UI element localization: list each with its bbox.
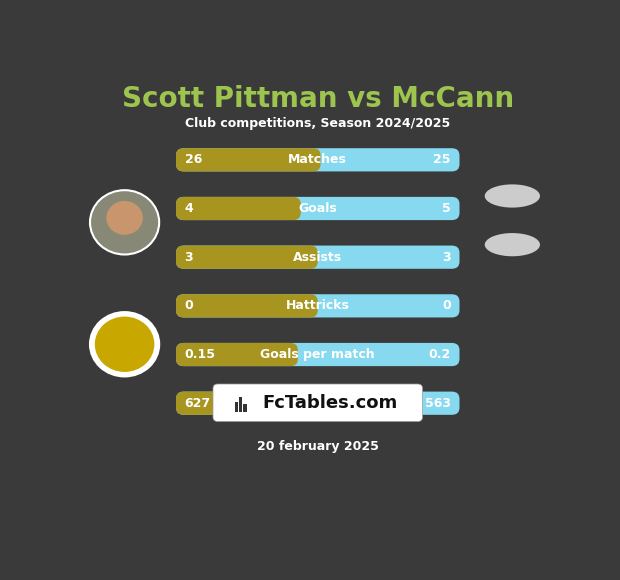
FancyBboxPatch shape xyxy=(176,148,459,172)
FancyBboxPatch shape xyxy=(176,294,459,317)
Text: 627: 627 xyxy=(185,397,211,409)
Text: 4: 4 xyxy=(185,202,193,215)
FancyBboxPatch shape xyxy=(243,404,247,412)
FancyBboxPatch shape xyxy=(176,343,459,366)
Circle shape xyxy=(90,190,159,255)
Text: 3: 3 xyxy=(185,251,193,264)
Text: 26: 26 xyxy=(185,153,202,166)
Circle shape xyxy=(107,201,143,235)
FancyBboxPatch shape xyxy=(176,245,459,269)
Circle shape xyxy=(90,312,159,376)
Text: Hattricks: Hattricks xyxy=(286,299,350,313)
FancyBboxPatch shape xyxy=(234,402,238,412)
FancyBboxPatch shape xyxy=(176,197,459,220)
Text: Min per goal: Min per goal xyxy=(274,397,361,409)
Text: Club competitions, Season 2024/2025: Club competitions, Season 2024/2025 xyxy=(185,117,450,130)
FancyBboxPatch shape xyxy=(176,197,301,220)
Text: 0.15: 0.15 xyxy=(185,348,216,361)
FancyBboxPatch shape xyxy=(176,392,459,415)
FancyBboxPatch shape xyxy=(176,343,298,366)
Text: FcTables.com: FcTables.com xyxy=(262,394,398,412)
FancyBboxPatch shape xyxy=(176,148,321,172)
Text: Assists: Assists xyxy=(293,251,342,264)
FancyBboxPatch shape xyxy=(239,397,242,412)
Text: Scott Pittman vs McCann: Scott Pittman vs McCann xyxy=(122,85,514,113)
Ellipse shape xyxy=(485,184,540,208)
Text: Goals per match: Goals per match xyxy=(260,348,375,361)
Text: Matches: Matches xyxy=(288,153,347,166)
Ellipse shape xyxy=(485,233,540,256)
Text: 3: 3 xyxy=(442,251,451,264)
Text: 563: 563 xyxy=(425,397,451,409)
Text: 0.2: 0.2 xyxy=(428,348,451,361)
Text: 25: 25 xyxy=(433,153,451,166)
FancyBboxPatch shape xyxy=(213,384,422,422)
Text: Goals: Goals xyxy=(298,202,337,215)
Text: 20 february 2025: 20 february 2025 xyxy=(257,440,379,454)
FancyBboxPatch shape xyxy=(176,245,317,269)
Text: 5: 5 xyxy=(442,202,451,215)
Text: 0: 0 xyxy=(185,299,193,313)
FancyBboxPatch shape xyxy=(176,392,326,415)
Circle shape xyxy=(95,317,154,372)
FancyBboxPatch shape xyxy=(176,294,317,317)
Text: 0: 0 xyxy=(442,299,451,313)
